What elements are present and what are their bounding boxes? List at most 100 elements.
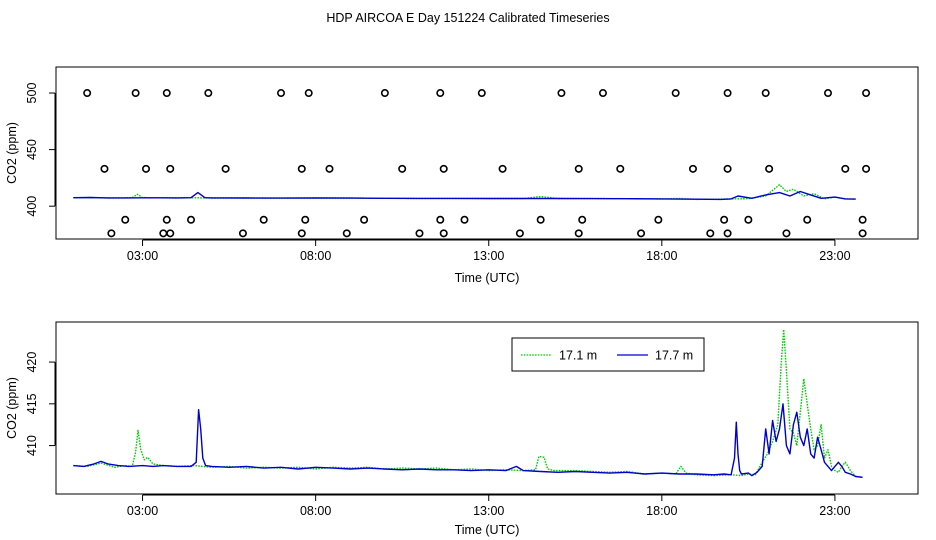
top-reference-point [166, 229, 175, 238]
top-reference-point [380, 89, 389, 98]
top-x-tick-label-4: 23:00 [819, 249, 850, 263]
top-reference-point [238, 229, 247, 238]
bottom-y-axis-label: CO2 (ppm) [5, 377, 19, 439]
top-reference-point [162, 89, 171, 98]
top-reference-point [782, 229, 791, 238]
top-y-axis: 400 450 500 [25, 83, 56, 217]
top-reference-point [439, 164, 448, 173]
top-reference-point [688, 164, 697, 173]
top-reference-point [398, 164, 407, 173]
top-reference-point [498, 164, 507, 173]
top-reference-point [162, 215, 171, 224]
top-x-axis-label: Time (UTC) [455, 271, 520, 285]
top-y-axis-label: CO2 (ppm) [5, 122, 19, 184]
bottom-x-tick-label-4: 23:00 [819, 504, 850, 518]
bottom-x-axis-label: Time (UTC) [455, 523, 520, 537]
top-reference-point [557, 89, 566, 98]
top-reference-point [297, 229, 306, 238]
top-reference-point [301, 215, 310, 224]
bottom-series-line-blue [73, 403, 863, 478]
top-reference-point [325, 164, 334, 173]
top-reference-point [297, 164, 306, 173]
top-reference-point [598, 89, 607, 98]
bottom-x-tick-label-0: 03:00 [127, 504, 158, 518]
top-reference-point [536, 215, 545, 224]
top-reference-point [803, 215, 812, 224]
top-reference-point [477, 89, 486, 98]
bottom-y-tick-label-410: 410 [25, 435, 39, 456]
top-reference-point [436, 89, 445, 98]
legend-label-17-7m: 17.7 m [655, 349, 693, 363]
top-reference-point [221, 164, 230, 173]
top-reference-point [515, 229, 524, 238]
bottom-y-tick-label-415: 415 [25, 393, 39, 414]
top-reference-point [436, 215, 445, 224]
bottom-x-tick-label-2: 13:00 [473, 504, 504, 518]
top-panel: 400 450 500 03:00 08:00 13:00 18:00 23:00 Time… [5, 66, 919, 285]
top-reference-point [858, 215, 867, 224]
top-reference-point [360, 215, 369, 224]
top-reference-point [460, 215, 469, 224]
top-reference-point [654, 215, 663, 224]
bottom-plot-frame [55, 321, 919, 495]
top-reference-point [107, 229, 116, 238]
top-reference-point [439, 229, 448, 238]
legend: 17.1 m 17.7 m [511, 337, 705, 372]
top-reference-point [415, 229, 424, 238]
bottom-x-axis: 03:00 08:00 13:00 18:00 23:00 [127, 494, 851, 518]
bottom-x-tick-label-3: 18:00 [646, 504, 677, 518]
legend-label-17-1m: 17.1 m [559, 349, 597, 363]
top-y-tick-label-450: 450 [25, 139, 39, 160]
top-reference-point [159, 229, 168, 238]
top-series-line-blue [73, 190, 856, 201]
top-reference-point [765, 164, 774, 173]
top-y-tick-label-500: 500 [25, 83, 39, 104]
top-reference-point [342, 229, 351, 238]
top-reference-point [744, 215, 753, 224]
top-reference-point [574, 164, 583, 173]
top-reference-point [723, 164, 732, 173]
bottom-y-axis: 410 415 420 [25, 352, 56, 456]
top-reference-point [823, 89, 832, 98]
top-x-tick-label-1: 08:00 [300, 249, 331, 263]
bottom-y-tick-label-420: 420 [25, 352, 39, 373]
top-y-tick-label-400: 400 [25, 196, 39, 217]
top-reference-point [100, 164, 109, 173]
top-reference-point [131, 89, 140, 98]
top-x-tick-label-2: 13:00 [473, 249, 504, 263]
bottom-panel: 410 415 420 03:00 08:00 13:00 18:00 23:00 Time… [5, 321, 919, 537]
top-reference-point [616, 164, 625, 173]
top-reference-point [723, 229, 732, 238]
top-reference-point [166, 164, 175, 173]
top-reference-point [574, 229, 583, 238]
top-data-marks [73, 89, 871, 238]
top-reference-point [304, 89, 313, 98]
top-reference-point [142, 164, 151, 173]
top-reference-point [578, 215, 587, 224]
top-reference-point [761, 89, 770, 98]
top-reference-point [204, 89, 213, 98]
top-reference-point [862, 89, 871, 98]
top-x-axis: 03:00 08:00 13:00 18:00 23:00 [127, 239, 851, 263]
top-reference-point [706, 229, 715, 238]
top-reference-point [277, 89, 286, 98]
bottom-data-marks [73, 328, 863, 478]
bottom-series-line-green [73, 328, 863, 478]
bottom-x-tick-label-1: 08:00 [300, 504, 331, 518]
figure-title: HDP AIRCOA E Day 151224 Calibrated Times… [326, 11, 609, 25]
top-reference-point [671, 89, 680, 98]
top-reference-point [841, 164, 850, 173]
top-reference-point [83, 89, 92, 98]
top-reference-point [187, 215, 196, 224]
top-plot-frame [55, 66, 919, 240]
top-x-tick-label-0: 03:00 [127, 249, 158, 263]
top-reference-point [259, 215, 268, 224]
top-reference-point [723, 89, 732, 98]
top-reference-point [862, 164, 871, 173]
top-reference-point [858, 229, 867, 238]
top-x-tick-label-3: 18:00 [646, 249, 677, 263]
top-reference-point [121, 215, 130, 224]
top-reference-point [637, 229, 646, 238]
top-reference-point [720, 215, 729, 224]
